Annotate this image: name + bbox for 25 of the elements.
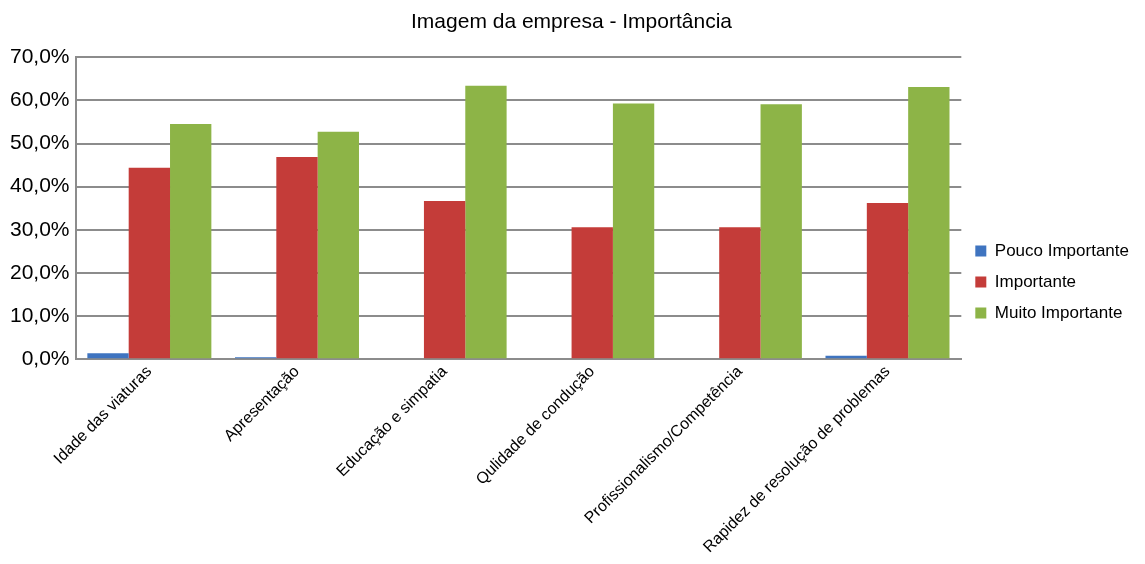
bar (908, 86, 950, 359)
y-tick-label: 40,0% (10, 173, 70, 197)
y-tick-label: 20,0% (10, 259, 70, 283)
bar (612, 103, 655, 359)
chart-title: Imagem da empresa - Importância (411, 9, 733, 33)
legend-label: Importante (994, 271, 1077, 291)
y-tick-label: 0,0% (21, 346, 70, 370)
bar (571, 227, 613, 359)
bar (760, 104, 802, 359)
y-tick-label: 50,0% (10, 130, 70, 154)
bar (866, 203, 909, 359)
bar (276, 156, 318, 359)
legend-label: Muito Importante (994, 302, 1123, 322)
bar (317, 131, 359, 359)
y-tick-label: 60,0% (10, 87, 70, 111)
bar (128, 167, 171, 359)
bar (87, 353, 129, 359)
y-tick-label: 10,0% (10, 302, 70, 326)
bar (719, 227, 761, 359)
bar (170, 124, 212, 359)
y-tick-label: 70,0% (10, 44, 70, 67)
legend-label: Pouco Importante (994, 240, 1130, 260)
bar (465, 85, 507, 359)
bar (423, 200, 466, 359)
y-tick-label: 30,0% (10, 216, 70, 240)
